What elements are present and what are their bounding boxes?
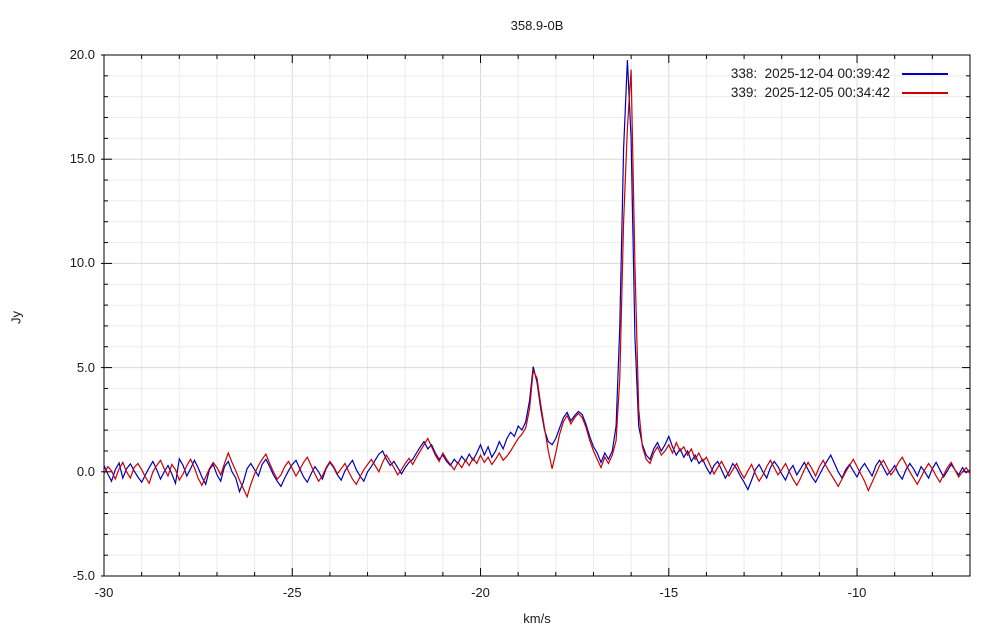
- y-tick-label: 20.0: [69, 47, 95, 62]
- x-tick-label: -25: [282, 585, 302, 600]
- x-tick-label: -30: [94, 585, 114, 600]
- y-tick-label: 10.0: [69, 255, 95, 271]
- x-tick-label: -15: [659, 585, 679, 600]
- legend-label-339: 339: 2025-12-05 00:34:42: [730, 85, 890, 100]
- x-tick-label: -20: [471, 585, 490, 600]
- series-line-338: [103, 60, 971, 494]
- chart-title: 358.9-0B: [510, 18, 564, 33]
- y-axis-label: Jy: [8, 311, 24, 324]
- x-tick-label: -10: [847, 585, 867, 600]
- legend-entry-339: 339: 2025-12-05 00:34:42: [731, 83, 950, 102]
- legend: 338: 2025-12-04 00:39:42 339: 2025-12-05…: [731, 64, 950, 102]
- series-line-339: [103, 69, 971, 499]
- legend-label-338: 338: 2025-12-04 00:39:42: [730, 66, 890, 81]
- x-axis-label: km/s: [523, 611, 551, 626]
- y-tick-label: 0.0: [76, 463, 95, 479]
- legend-line-sample-338: [902, 72, 948, 75]
- y-tick-label: 15.0: [69, 151, 95, 167]
- legend-line-sample-339: [902, 91, 948, 94]
- y-tick-label: 5.0: [76, 359, 95, 375]
- legend-entry-338: 338: 2025-12-04 00:39:42: [731, 64, 950, 83]
- plot-border: [103, 54, 971, 577]
- y-tick-label: -5.0: [72, 568, 95, 583]
